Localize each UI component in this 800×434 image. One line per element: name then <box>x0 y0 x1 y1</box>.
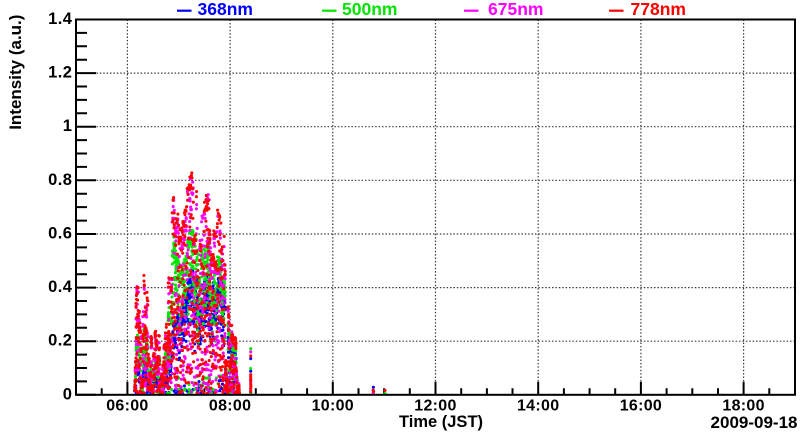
svg-text:1.2: 1.2 <box>48 64 72 82</box>
svg-text:675nm: 675nm <box>488 0 543 19</box>
svg-text:500nm: 500nm <box>342 0 397 19</box>
svg-text:0.4: 0.4 <box>48 278 73 296</box>
svg-text:0: 0 <box>63 385 73 403</box>
svg-text:08:00: 08:00 <box>209 398 251 415</box>
svg-text:0.8: 0.8 <box>48 171 72 189</box>
svg-text:Intensity (a.u.): Intensity (a.u.) <box>6 15 25 130</box>
svg-text:1: 1 <box>63 117 73 135</box>
svg-text:18:00: 18:00 <box>722 398 764 415</box>
svg-text:12:00: 12:00 <box>414 398 456 415</box>
svg-text:Time (JST): Time (JST) <box>399 413 483 431</box>
svg-text:368nm: 368nm <box>198 0 253 19</box>
svg-text:1.4: 1.4 <box>48 10 73 28</box>
svg-text:2009-09-18: 2009-09-18 <box>711 413 798 432</box>
svg-text:0.6: 0.6 <box>48 225 72 243</box>
svg-text:16:00: 16:00 <box>620 398 662 415</box>
svg-text:14:00: 14:00 <box>517 398 559 415</box>
svg-text:0.2: 0.2 <box>48 332 72 350</box>
svg-text:06:00: 06:00 <box>106 398 148 415</box>
svg-text:10:00: 10:00 <box>312 398 354 415</box>
svg-text:778nm: 778nm <box>631 0 686 19</box>
